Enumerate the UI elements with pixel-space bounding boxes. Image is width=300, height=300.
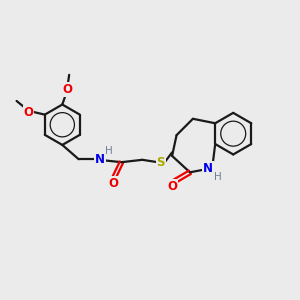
Text: N: N <box>203 162 213 175</box>
Text: H: H <box>214 172 222 182</box>
Text: S: S <box>156 156 165 169</box>
Text: O: O <box>63 83 73 96</box>
Text: N: N <box>95 153 105 166</box>
Text: O: O <box>108 177 118 190</box>
Text: O: O <box>23 106 34 119</box>
Text: H: H <box>104 146 112 156</box>
Text: O: O <box>167 180 177 193</box>
